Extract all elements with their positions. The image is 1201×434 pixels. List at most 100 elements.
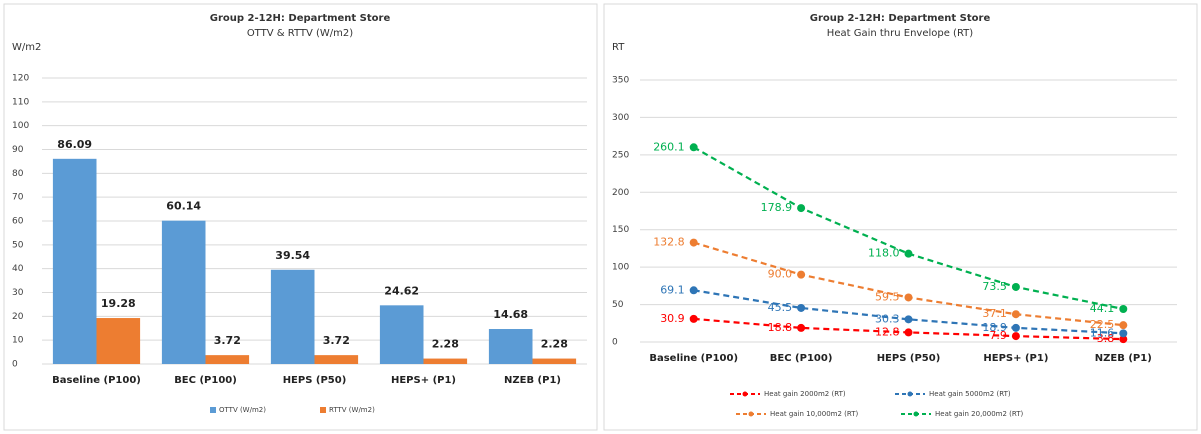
- data-label: 44.1: [1090, 302, 1115, 315]
- data-label: 90.0: [768, 268, 793, 281]
- data-label: 118.0: [868, 247, 900, 260]
- point: [1011, 323, 1020, 332]
- y-tick-label: 50: [612, 300, 624, 310]
- bar: [161, 220, 206, 364]
- chart-title: Group 2-12H: Department Store: [210, 13, 391, 24]
- chart-frame: [603, 3, 1198, 431]
- point: [689, 238, 698, 247]
- bar: [96, 318, 141, 364]
- legend-swatch: [210, 407, 216, 413]
- legend-dot: [907, 391, 913, 397]
- legend-label: OTTV (W/m2): [219, 406, 266, 414]
- data-label: 86.09: [57, 138, 92, 151]
- x-tick-label: BEC (P100): [770, 353, 833, 364]
- data-label: 14.68: [493, 308, 528, 321]
- data-label: 2.28: [432, 338, 459, 351]
- y-tick-label: 100: [612, 263, 629, 273]
- point: [1119, 335, 1128, 344]
- chart-subtitle: Heat Gain thru Envelope (RT): [827, 28, 973, 39]
- point: [904, 293, 913, 302]
- point: [797, 323, 806, 332]
- data-label: 30.3: [875, 312, 900, 325]
- data-label: 3.72: [323, 334, 350, 347]
- data-label: 3.8: [1097, 332, 1115, 345]
- point: [1011, 332, 1020, 341]
- data-label: 30.9: [660, 312, 685, 325]
- point: [689, 143, 698, 152]
- y-tick-label: 250: [612, 150, 629, 160]
- chart-title: Group 2-12H: Department Store: [810, 13, 991, 24]
- data-label: 18.8: [768, 321, 793, 334]
- y-tick-label: 60: [12, 217, 24, 227]
- y-tick-label: 30: [12, 288, 24, 298]
- point: [904, 315, 913, 324]
- bar: [52, 158, 97, 364]
- x-tick-label: HEPS+ (P1): [983, 353, 1048, 364]
- data-label: 39.54: [275, 249, 310, 262]
- x-tick-label: NZEB (P1): [1095, 353, 1152, 364]
- legend-swatch: [320, 407, 326, 413]
- y-tick-label: 350: [612, 76, 629, 86]
- legend-label: RTTV (W/m2): [329, 406, 375, 414]
- data-label: 45.5: [768, 301, 793, 314]
- y-tick-label: 90: [12, 145, 24, 155]
- data-label: 22.5: [1090, 318, 1115, 331]
- point: [1011, 282, 1020, 291]
- data-label: 19.28: [101, 297, 136, 310]
- y-tick-label: 150: [612, 225, 629, 235]
- data-label: 2.28: [541, 338, 568, 351]
- legend-dot: [748, 411, 754, 417]
- bar: [205, 355, 250, 364]
- data-label: 24.62: [384, 284, 419, 297]
- legend-label: Heat gain 5000m2 (RT): [929, 390, 1011, 398]
- x-tick-label: HEPS (P50): [283, 375, 347, 386]
- x-tick-label: HEPS+ (P1): [391, 375, 456, 386]
- bar: [423, 358, 468, 364]
- data-label: 178.9: [761, 201, 793, 214]
- y-tick-label: 200: [612, 188, 629, 198]
- bar: [314, 355, 359, 364]
- legend-dot: [742, 391, 748, 397]
- point: [904, 249, 913, 258]
- data-label: 69.1: [660, 283, 685, 296]
- point: [797, 303, 806, 312]
- data-label: 7.9: [989, 329, 1007, 342]
- point: [797, 204, 806, 213]
- data-label: 11.6: [1090, 326, 1115, 339]
- y-tick-label: 40: [12, 264, 24, 274]
- y-tick-label: 0: [12, 360, 18, 370]
- point: [904, 328, 913, 337]
- point: [797, 270, 806, 279]
- point: [1011, 310, 1020, 319]
- x-tick-label: HEPS (P50): [877, 353, 941, 364]
- point: [1119, 321, 1128, 330]
- data-label: 132.8: [653, 236, 685, 249]
- y-axis-label: W/m2: [12, 42, 41, 53]
- data-label: 12.8: [875, 325, 900, 338]
- x-tick-label: NZEB (P1): [504, 375, 561, 386]
- y-tick-label: 300: [612, 113, 629, 123]
- point: [689, 314, 698, 323]
- y-tick-label: 100: [12, 121, 29, 131]
- point: [1119, 304, 1128, 313]
- y-tick-label: 10: [12, 336, 24, 346]
- x-tick-label: Baseline (P100): [52, 375, 141, 386]
- legend-label: Heat gain 20,000m2 (RT): [935, 410, 1024, 418]
- data-label: 18.9: [982, 321, 1007, 334]
- y-tick-label: 80: [12, 169, 24, 179]
- point: [689, 286, 698, 295]
- point: [1119, 329, 1128, 338]
- bar: [379, 305, 424, 364]
- legend-label: Heat gain 2000m2 (RT): [764, 390, 846, 398]
- y-tick-label: 0: [612, 338, 618, 348]
- bar: [532, 358, 577, 364]
- data-label: 3.72: [214, 334, 241, 347]
- data-label: 37.1: [982, 307, 1007, 320]
- y-tick-label: 120: [12, 74, 29, 84]
- y-tick-label: 50: [12, 240, 24, 250]
- data-label: 260.1: [653, 140, 685, 153]
- legend-label: Heat gain 10,000m2 (RT): [770, 410, 859, 418]
- y-tick-label: 70: [12, 193, 24, 203]
- bar: [488, 329, 533, 364]
